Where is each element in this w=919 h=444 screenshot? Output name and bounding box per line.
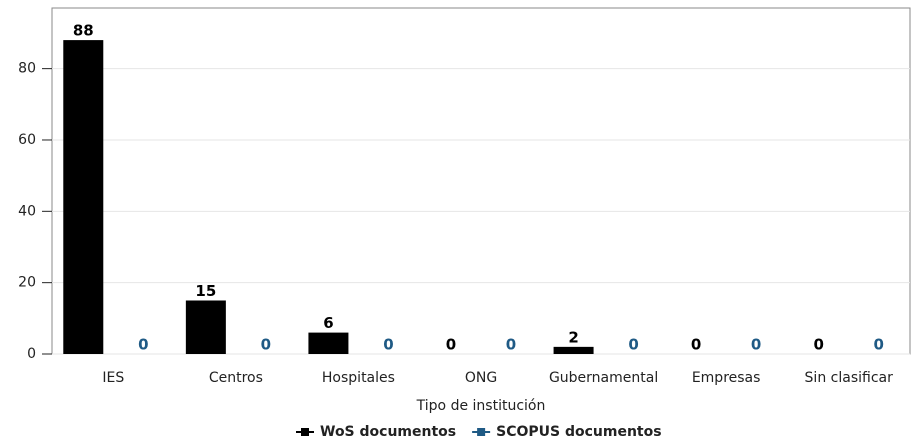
value-label: 0 xyxy=(873,336,883,354)
bar xyxy=(553,346,594,354)
x-tick-label: Hospitales xyxy=(322,370,395,386)
y-tick-label: 20 xyxy=(18,275,36,291)
y-tick-label: 80 xyxy=(18,61,36,77)
value-label: 88 xyxy=(73,22,94,40)
value-label: 0 xyxy=(261,336,271,354)
legend-label: WoS documentos xyxy=(320,424,456,440)
x-tick-label: Centros xyxy=(209,370,263,386)
value-label: 0 xyxy=(383,336,393,354)
x-axis-label: Tipo de institución xyxy=(416,398,546,414)
y-tick-label: 40 xyxy=(18,203,36,219)
value-label: 2 xyxy=(568,328,578,346)
x-tick-label: IES xyxy=(102,370,124,386)
legend-marker xyxy=(301,428,309,436)
legend-label: SCOPUS documentos xyxy=(496,424,661,440)
bar xyxy=(308,332,349,354)
x-tick-label: Empresas xyxy=(692,370,761,386)
value-label: 0 xyxy=(506,336,516,354)
value-label: 0 xyxy=(691,336,701,354)
x-tick-label: Gubernamental xyxy=(549,370,658,386)
value-label: 15 xyxy=(195,282,216,300)
value-label: 0 xyxy=(751,336,761,354)
y-tick-label: 60 xyxy=(18,132,36,148)
value-label: 0 xyxy=(446,336,456,354)
value-label: 6 xyxy=(323,314,333,332)
bar xyxy=(185,300,226,354)
x-tick-label: Sin clasificar xyxy=(805,370,894,386)
bar xyxy=(63,40,104,355)
value-label: 0 xyxy=(813,336,823,354)
y-tick-label: 0 xyxy=(27,346,36,362)
legend-marker xyxy=(477,428,486,436)
plot-frame xyxy=(51,7,911,355)
value-label: 0 xyxy=(628,336,638,354)
x-tick-label: ONG xyxy=(465,370,497,386)
value-label: 0 xyxy=(138,336,148,354)
